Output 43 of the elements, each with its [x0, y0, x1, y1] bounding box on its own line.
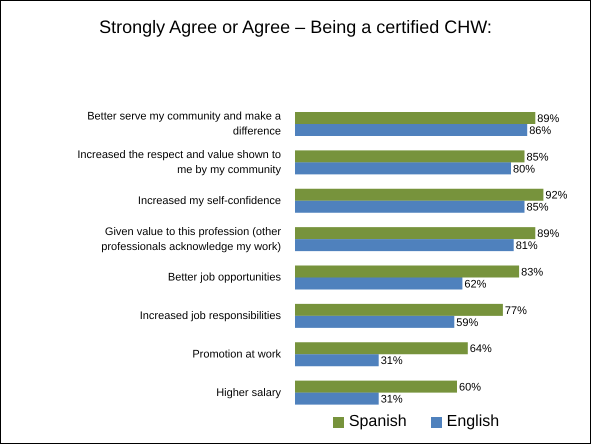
y-tick-label: Increased job responsibilities: [140, 310, 282, 322]
data-label: 80%: [513, 163, 536, 176]
y-tick-label: Higher salary: [216, 386, 282, 399]
data-label: 60%: [459, 382, 482, 394]
data-label: 31%: [380, 355, 403, 368]
data-label: 89%: [537, 112, 560, 125]
bar: [295, 239, 514, 252]
data-label: 85%: [526, 202, 549, 214]
bar: [295, 150, 524, 162]
y-tick-label: Better serve my community and make a difference: [87, 110, 282, 138]
bar: [295, 392, 379, 405]
data-label: 77%: [504, 304, 528, 317]
data-label: 59%: [456, 316, 479, 329]
y-tick-label: Better job opportunities: [168, 272, 282, 284]
y-tick-label: Increased my self-confidence: [138, 194, 281, 207]
y-tick-label: Promotion at work: [192, 348, 282, 360]
data-label: 64%: [470, 343, 492, 356]
bar: [295, 124, 528, 136]
y-tick-label: Increased the respect and value shown to me by my community: [77, 148, 282, 176]
legend-label: English: [446, 413, 500, 431]
bar: [295, 380, 457, 393]
chart-title: Strongly Agree or Agree – Being a certified CHW:: [98, 17, 493, 38]
data-label: 89%: [537, 228, 560, 240]
bar: [295, 342, 468, 354]
data-label: 83%: [521, 266, 544, 278]
legend-label: Spanish: [348, 413, 407, 431]
bar: [295, 304, 503, 316]
bar: [295, 200, 524, 213]
data-label: 92%: [545, 190, 568, 202]
data-label: 31%: [380, 394, 403, 406]
data-label: 81%: [516, 240, 538, 252]
data-label: 62%: [464, 278, 487, 290]
bar: [295, 188, 544, 201]
bar: [295, 354, 379, 366]
bar: [295, 266, 520, 278]
bar: [295, 278, 462, 290]
data-label: 85%: [526, 151, 549, 164]
y-tick-label: Given value to this profession (other professionals acknowledge my work): [101, 226, 282, 253]
bar: [295, 227, 536, 240]
bar: [295, 316, 454, 328]
data-label: 86%: [529, 124, 552, 137]
bar: [295, 112, 536, 124]
bar: [295, 162, 511, 174]
